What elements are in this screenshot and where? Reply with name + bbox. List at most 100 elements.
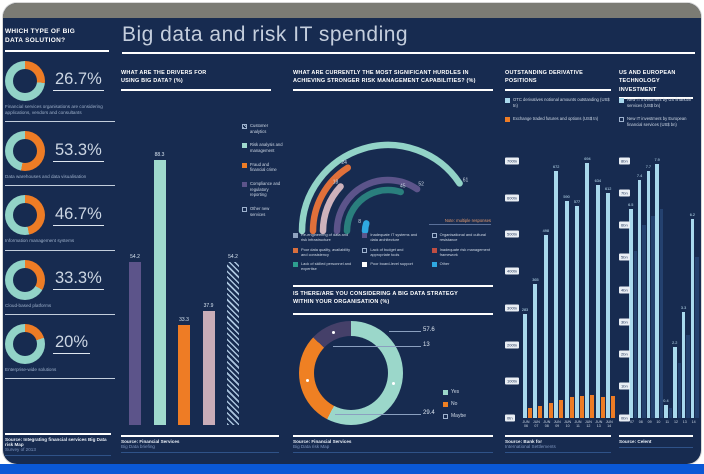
bar-value-label: 694 — [584, 157, 591, 162]
legend-swatch — [431, 247, 437, 253]
section-underline — [5, 49, 109, 52]
source-topline — [505, 435, 611, 437]
source-botline — [505, 452, 611, 453]
bar-value-label: 577 — [573, 200, 581, 205]
legend-label: Risk analysis and management — [250, 142, 283, 154]
bar — [611, 396, 616, 418]
drivers-bar-chart: 54.2 88.3 33.3 37.9 54.2 — [125, 113, 239, 425]
bar: 37.9 — [202, 303, 215, 425]
axis-label: JUN 11 — [573, 420, 583, 429]
source-line1: Source: Integrating financial services B… — [5, 437, 107, 447]
source-block: Source: Financial Services Big Data risk… — [293, 435, 493, 453]
arc-value-label: 45 — [400, 183, 406, 189]
legend-label: Other — [439, 261, 450, 267]
solution-row: 33.3% Cloud-based platforms — [5, 259, 115, 315]
axis-label-line: JUN — [605, 420, 613, 424]
bar: 694 — [584, 157, 591, 418]
drivers-panel: WHAT ARE THE DRIVERS FOR USING BIG DATA?… — [121, 69, 285, 458]
derivatives-panel: OUTSTANDING DERIVATIVE POSITIONS OTC der… — [505, 69, 617, 458]
legend-label: Poor data quality, availability and cons… — [301, 246, 351, 257]
bar: 612 — [605, 187, 611, 418]
axis-label: JUN 14 — [604, 420, 614, 429]
axis-label-line: 07 — [534, 424, 539, 429]
legend-swatch — [362, 233, 368, 238]
legend-swatch — [362, 262, 368, 268]
axis-tick: 100tn — [505, 377, 520, 385]
legend-item: Exchange traded futures and options (US$… — [505, 116, 615, 123]
axis-label-line: 14 — [691, 420, 696, 424]
bar: 634 — [595, 179, 601, 418]
donut-value: 46.7% — [53, 205, 104, 226]
legend-label: Inadequate IT systems and data architect… — [370, 232, 418, 243]
donut-chart — [5, 195, 45, 236]
callout-value: 57.6 — [423, 327, 435, 333]
axis-label-line: JUN — [564, 420, 572, 424]
legend-item: Maybe — [443, 413, 466, 420]
legend-item: OTC derivatives notional amounts outstan… — [505, 97, 615, 108]
axis-tick: 200tn — [505, 341, 520, 349]
axis-tick: 4bn — [619, 286, 630, 293]
legend-swatch — [293, 262, 298, 268]
legend-item: Risk analysis and management — [242, 142, 285, 153]
bar — [590, 394, 595, 418]
callout-line — [333, 346, 421, 347]
axis-label-line: 13 — [682, 420, 687, 424]
legend-swatch — [619, 98, 624, 103]
axis-label-line: JUN — [543, 420, 551, 424]
arc-segment — [298, 141, 463, 235]
bar: 88.3 — [153, 152, 166, 425]
legend-swatch — [443, 401, 448, 407]
donut-value: 26.7% — [53, 70, 104, 92]
legend-swatch — [443, 390, 448, 395]
arc-segment — [333, 176, 421, 235]
source-topline — [5, 433, 111, 435]
bar — [528, 407, 532, 418]
bar-value-label: 6.5 — [628, 203, 634, 208]
bar: 3.3 — [681, 306, 686, 418]
legend-swatch — [362, 247, 368, 253]
arc-segment — [309, 164, 352, 235]
source-block: Source: Bank for International Settlemen… — [505, 435, 611, 453]
hurdles-title: WHAT ARE CURRENTLY THE MOST SIGNIFICANT … — [293, 70, 476, 85]
axis-tick: 600tn — [505, 194, 520, 202]
slice-marker-dot — [332, 331, 336, 335]
bar — [677, 363, 681, 418]
section-underline — [121, 88, 271, 91]
axis-label-line: 06 — [524, 424, 528, 429]
source-line1: Source: Celent — [619, 439, 652, 444]
axis-label: JUN 13 — [594, 420, 604, 429]
bar-value-label: 634 — [594, 179, 601, 184]
legend-swatch — [242, 124, 247, 129]
strategy-donut-chart — [299, 321, 403, 425]
arc-value-label: 52 — [418, 181, 424, 187]
derivatives-bar-chart: 700tn 600tn 500tn 400tn 300tn 200tn 100tn 0tn 28… — [505, 157, 617, 428]
legend-label: Fraud and financial crime — [250, 161, 277, 173]
donut-hole — [314, 336, 388, 410]
bar: 54.2 — [227, 254, 239, 425]
axis-label-line: JUN — [595, 420, 603, 424]
bar: 590 — [563, 195, 570, 418]
legend-item: New IT investment by US financial servic… — [619, 97, 697, 108]
chart-note: Note: multiple responses — [429, 218, 491, 225]
axis-label-line: 07 — [630, 420, 634, 424]
arc-segment — [361, 220, 370, 235]
legend-label: Lack of skilled personnel and expertise — [301, 261, 352, 272]
legend-swatch — [431, 233, 437, 238]
axis-tick: 2bn — [619, 350, 630, 358]
source-botline — [619, 447, 693, 448]
legend-swatch — [242, 182, 247, 188]
bar — [538, 405, 543, 418]
legend-label: Inadequate risk management framework — [439, 246, 491, 257]
bar-value-label: 54.2 — [130, 254, 140, 260]
axis-label: 13 — [680, 420, 690, 424]
drivers-legend: Customer analytics Risk analysis and mana… — [242, 123, 285, 225]
section-underline — [293, 313, 493, 315]
bar-value-label: 612 — [605, 187, 612, 192]
bar-value-label: 7.7 — [645, 164, 651, 169]
axis-tick: 0bn — [619, 414, 630, 422]
solutions-donut-list: 26.7% Financial services organisations ar… — [5, 60, 115, 379]
bar — [559, 400, 564, 418]
strategy-title: IS THERE/ARE YOU CONSIDERING A BIG DATA … — [293, 291, 458, 306]
legend-label: Maybe — [451, 412, 467, 419]
axis-tick: 6bn — [619, 221, 630, 229]
